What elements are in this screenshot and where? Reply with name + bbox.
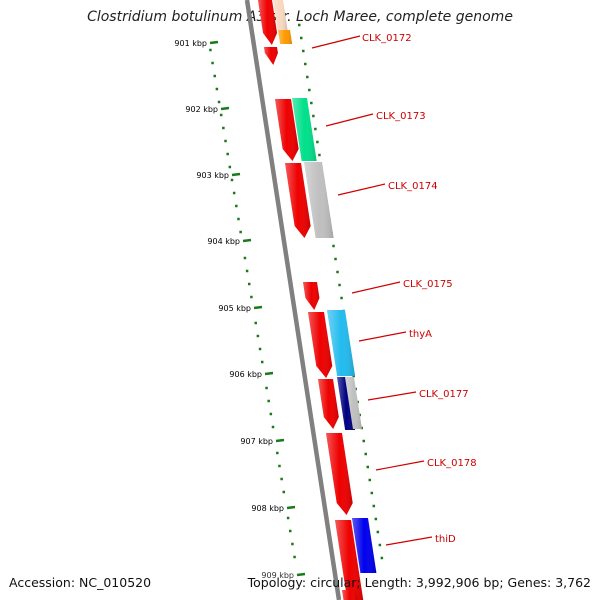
backbone-line [244, 0, 342, 600]
cog-peach-shade [273, 0, 288, 30]
label-leader-line [337, 183, 386, 196]
label-leader-line [358, 331, 407, 342]
cds-red-shade [258, 0, 278, 45]
cog-orange-shade [278, 30, 293, 44]
cds-red-shade [285, 163, 311, 238]
tick-label: 905 kbp [218, 304, 251, 313]
map-title: Clostridium botulinum A3 str. Loch Maree… [87, 9, 513, 25]
cog-green-shade [292, 98, 317, 161]
cog-blue-shade [352, 518, 377, 573]
tick-label: 904 kbp [207, 237, 240, 246]
accession-text: Accession: NC_010520 [9, 575, 152, 590]
gene-label: thiD [435, 534, 456, 545]
genome-stats-text: Topology: circular; Length: 3,992,906 bp… [247, 575, 591, 590]
tick-label: 906 kbp [229, 370, 262, 379]
cds-red-shade [303, 282, 320, 310]
label-leader-line [325, 113, 374, 127]
cds-red-shade [342, 590, 358, 600]
tick-marks: 901 kbp 902 kbp 903 kbp 904 kbp 905 kbp 906 k… [174, 39, 306, 580]
tick-label: 907 kbp [240, 437, 273, 446]
gene-label: CLK_0175 [403, 279, 453, 290]
label-leader-line [385, 536, 433, 546]
gene-label: CLK_0172 [362, 33, 412, 44]
tick-label: 903 kbp [196, 171, 229, 180]
gene-label: CLK_0174 [388, 181, 438, 192]
tick-mark [209, 40, 219, 45]
gene-label: CLK_0178 [427, 458, 477, 469]
gene-labels: CLK_0172 CLK_0173 CLK_0174 CLK_0175 thyA CLK_… [311, 33, 477, 546]
cds-red-shade [275, 99, 299, 161]
cds-track [258, 0, 364, 600]
gene-label: CLK_0173 [376, 111, 426, 122]
cds-red-shade [326, 433, 353, 515]
backbone [244, 0, 342, 600]
tick-mark [231, 172, 241, 177]
tick-mark [220, 106, 230, 111]
gene-label: CLK_0177 [419, 389, 469, 400]
tick-mark [264, 371, 274, 376]
gene-label: thyA [409, 329, 432, 340]
label-leader-line [367, 391, 417, 401]
tick-mark [253, 305, 263, 310]
cds-red-shade [318, 379, 339, 429]
label-leader-line [375, 460, 425, 471]
tick-label: 901 kbp [174, 39, 207, 48]
cog-track [259, 0, 377, 573]
tick-label: 908 kbp [251, 504, 284, 513]
tick-label: 909 kbp [261, 571, 294, 580]
cog-grey-shade [345, 377, 362, 429]
tick-mark [275, 438, 285, 443]
cog-navy-shade [337, 377, 356, 430]
cds-red-shade [335, 520, 364, 600]
cog-cyan-shade [327, 310, 356, 376]
tick-mark [286, 505, 296, 510]
tick-mark [242, 238, 252, 243]
tick-mark [296, 572, 306, 577]
cog-grey-shade [304, 162, 334, 238]
cds-red-shade [308, 312, 333, 378]
cds-red-shade [264, 47, 278, 65]
label-leader-line [311, 35, 361, 49]
tick-label: 902 kbp [185, 105, 218, 114]
label-leader-line [351, 281, 401, 294]
